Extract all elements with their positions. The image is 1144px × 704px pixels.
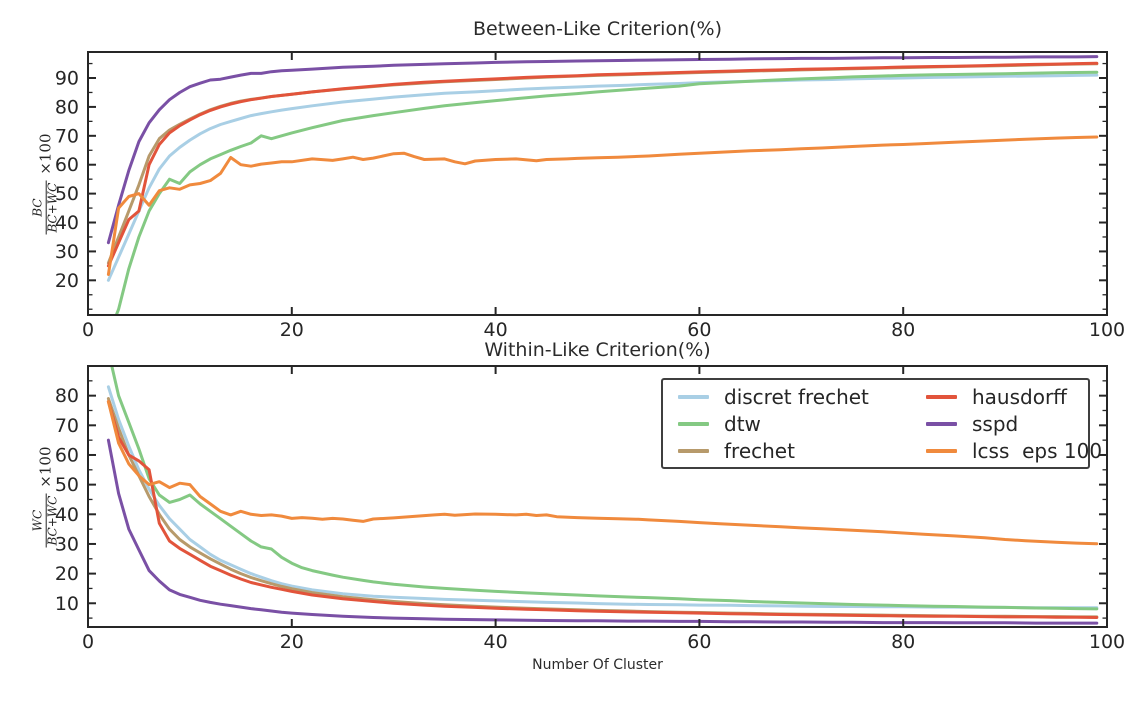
y-tick-label: 20 (55, 563, 79, 585)
y-axis-fraction: BC BC+WC (30, 180, 61, 235)
series-line-dtw (114, 70, 1099, 315)
y-axis-label-between: BC BC+WC ×100 (30, 133, 61, 235)
subplot-1: 0 20 40 60 80 100 10 20 30 40 50 60 70 80 (55, 365, 1125, 653)
fraction-numerator: WC (30, 509, 45, 532)
subplot-title-between: Between-Like Criterion(%) (472, 18, 723, 40)
y-tick-label: 80 (55, 385, 79, 407)
series-line-sspd (106, 438, 1099, 625)
x-axis-label: Number Of Cluster (532, 657, 663, 673)
y-tick-label: 70 (55, 415, 79, 437)
legend-swatch-discret-frechet (678, 394, 709, 399)
legend-swatch-dtw (678, 421, 709, 426)
legend-label: hausdorff (972, 384, 1067, 409)
axes-frame (87, 51, 1108, 316)
axes-frame (87, 365, 1108, 628)
series-line-lcss-eps-100 (106, 400, 1099, 546)
x-tick-label: 60 (687, 631, 711, 653)
y-tick-label: 70 (55, 125, 79, 147)
legend-swatch-hausdorff (926, 394, 957, 399)
x-tick-label: 80 (891, 631, 915, 653)
series-line-sspd (106, 55, 1099, 245)
legend-item-sspd: sspd (911, 410, 1102, 437)
y-tick-label: 10 (55, 593, 79, 615)
series-line-frechet (106, 62, 1099, 265)
x-tick-label: 100 (1089, 319, 1125, 341)
legend-item-lcss-eps-100: lcss eps 100 (911, 437, 1102, 464)
x-tick-label: 0 (82, 631, 94, 653)
x-tick-label: 20 (280, 319, 304, 341)
series-line-hausdorff (106, 400, 1099, 619)
legend-swatch-frechet (678, 448, 709, 453)
series-line-dtw (110, 366, 1099, 611)
y-tick-label: 20 (55, 270, 79, 292)
x-tick-label: 60 (687, 319, 711, 341)
y-tick-label: 60 (55, 154, 79, 176)
series-line-discret-frechet (106, 73, 1099, 282)
y-tick-label: 80 (55, 96, 79, 118)
legend-item-dtw: dtw (663, 410, 911, 437)
series-line-lcss-eps-100 (106, 135, 1099, 276)
y-tick-label: 90 (55, 68, 79, 90)
y-tick-label: 50 (55, 474, 79, 496)
subplot-0: 0 20 40 60 80 100 20 30 40 50 60 70 80 90 (55, 51, 1125, 341)
legend-item-hausdorff: hausdorff (911, 383, 1102, 410)
legend-item-discret-frechet: discret frechet (663, 383, 911, 410)
y-tick-label: 40 (55, 212, 79, 234)
series-line-hausdorff (106, 61, 1099, 268)
legend-label: lcss eps 100 (972, 438, 1103, 463)
subplot-title-within: Within-Like Criterion(%) (484, 339, 711, 361)
x-tick-label: 40 (484, 631, 508, 653)
x-tick-label: 100 (1089, 631, 1125, 653)
y-axis-fraction: WC BC+WC (30, 493, 61, 548)
y-axis-label-within: WC BC+WC ×100 (30, 446, 61, 548)
y-tick-label: 30 (55, 533, 79, 555)
fraction-multiplier: ×100 (37, 446, 55, 488)
legend-swatch-sspd (926, 421, 957, 426)
legend-label: discret frechet (724, 384, 869, 409)
legend: discret frechet dtw frechet hausdorff sspd lc… (661, 378, 1102, 469)
y-tick-label: 50 (55, 183, 79, 205)
fraction-multiplier: ×100 (37, 133, 55, 175)
fraction-denominator: BC+WC (45, 180, 61, 235)
legend-label: sspd (972, 411, 1019, 436)
fraction-denominator: BC+WC (45, 493, 61, 548)
y-tick-label: 40 (55, 504, 79, 526)
legend-label: dtw (724, 411, 761, 436)
x-tick-label: 0 (82, 319, 94, 341)
y-tick-label: 30 (55, 241, 79, 263)
legend-label: frechet (724, 438, 795, 463)
x-tick-label: 20 (280, 631, 304, 653)
y-tick-label: 60 (55, 444, 79, 466)
fraction-numerator: BC (30, 198, 45, 217)
x-tick-label: 40 (484, 319, 508, 341)
legend-swatch-lcss-eps-100 (926, 448, 957, 453)
legend-item-frechet: frechet (663, 437, 911, 464)
x-tick-label: 80 (891, 319, 915, 341)
